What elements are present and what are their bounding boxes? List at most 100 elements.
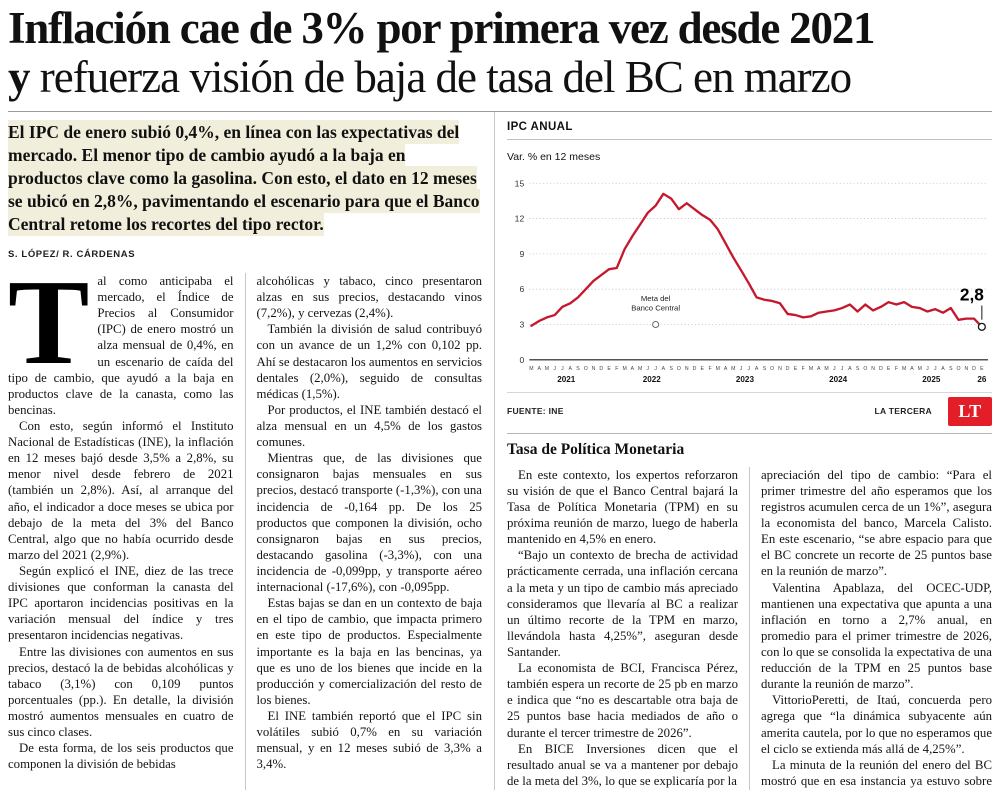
paragraph: alcohólicas y tabaco, cinco presentaron … [256,274,483,321]
month-tick-label: E [980,366,984,372]
month-tick-label: J [748,366,751,372]
month-tick-label: O [770,366,774,372]
paragraph: Estas bajas se dan en un contexto de baj… [256,596,483,707]
year-tick-label: 2023 [736,375,755,384]
month-tick-label: N [685,366,689,372]
paragraph: En BICE Inversiones dicen que el resulta… [507,741,738,788]
month-tick-label: J [926,366,929,372]
month-tick-label: N [778,366,782,372]
article-column-2: alcohólicas y tabaco, cinco presentaron … [244,273,483,790]
month-tick-label: A [910,366,914,372]
chart-panel: IPC ANUAL Var. % en 12 meses 0 3 6 9 12 15 M A M… [507,118,992,426]
byline: S. LÓPEZ/ R. CÁRDENAS [8,249,136,261]
paragraph: “Bajo un contexto de brecha de actividad… [507,548,738,660]
month-tick-label: M [902,366,906,372]
y-tick-label: 0 [519,354,524,364]
headline-divider [8,110,992,112]
month-tick-label: A [568,366,572,372]
month-tick-label: M [622,366,626,372]
month-tick-label: J [833,366,836,372]
paragraph: La economista de BCI, Francisca Pérez, t… [507,661,738,740]
month-tick-label: J [647,366,650,372]
month-tick-label: N [964,366,968,372]
month-tick-label: M [638,366,642,372]
month-tick-label: A [755,366,759,372]
month-tick-label: N [871,366,875,372]
paragraph: apreciación del tipo de cambio: “Para el… [761,467,992,579]
year-tick-label: 26 [977,375,987,384]
year-tick-label: 2024 [829,375,848,384]
y-tick-label: 9 [519,249,524,259]
chart-subtitle: Var. % en 12 meses [507,150,601,163]
month-tick-label: D [972,366,976,372]
month-tick-label: E [887,366,891,372]
month-tick-label: J [841,366,844,372]
month-tick-label: N [592,366,596,372]
headline-line2: y refuerza visión de baja de tasa del BC… [8,51,992,102]
lede-text: El IPC de enero subió 0,4%, en línea con… [8,119,480,236]
y-tick-label: 15 [515,178,525,188]
paragraph: Entre las divisiones con aumentos en sus… [8,644,234,740]
month-tick-label: A [817,366,821,372]
month-tick-label: A [941,366,945,372]
section-divider [507,432,992,434]
paragraph: El INE también reportó que el IPC sin vo… [256,709,483,772]
month-tick-label: O [677,366,681,372]
lede: El IPC de enero subió 0,4%, en línea con… [8,119,482,236]
chart-title-divider [507,138,992,140]
section-title: Tasa de Política Monetaria [507,440,685,458]
month-tick-label: S [949,366,953,372]
paragraph: Con esto, según informó el Instituto Nac… [8,419,234,562]
month-tick-label: S [576,366,580,372]
y-tick-label: 6 [519,284,524,294]
paragraph: Mientras que, de las divisiones que cons… [256,451,483,595]
headline-line2-rest: refuerza visión de baja de tasa del BC e… [29,51,852,102]
y-tick-label: 12 [515,213,525,223]
drop-cap: T [8,273,90,391]
month-tick-label: F [708,366,711,372]
month-tick-label: A [724,366,728,372]
body-columns-right: En este contexto, los expertos reforzaro… [507,466,992,790]
month-tick-label: M [809,366,813,372]
month-tick-label: A [537,366,541,372]
end-value-label: 2,8 [960,284,984,304]
month-tick-label: O [863,366,867,372]
paragraph: Según explicó el INE, diez de las trece … [8,564,234,643]
month-tick-label: O [584,366,588,372]
year-tick-label: 2025 [922,375,941,384]
paragraph: De esta forma, de los seis productos que… [8,741,234,772]
month-tick-label: M [824,366,828,372]
chart-credit: LA TERCERA [874,406,932,417]
headline: Inflación cae de 3% por primera vez desd… [8,5,992,102]
month-tick-label: J [561,366,564,372]
month-tick-label: F [802,366,805,372]
month-tick-label: E [607,366,611,372]
month-tick-label: M [529,366,533,372]
paragraph: En este contexto, los expertos reforzaro… [507,467,738,547]
article-content: El IPC de enero subió 0,4%, en línea con… [8,111,992,790]
month-tick-label: E [794,366,798,372]
article-column-4: apreciación del tipo de cambio: “Para el… [749,466,992,790]
ipc-line [530,192,984,328]
month-tick-label: D [599,366,603,372]
paragraph-text: al como anticipaba el mercado, el Índice… [8,274,234,417]
month-tick-label: D [879,366,883,372]
right-section: IPC ANUAL Var. % en 12 meses 0 3 6 9 12 15 M A M… [495,112,992,790]
month-tick-label: S [669,366,673,372]
chart-footer: FUENTE: INE LA TERCERA LT [507,391,992,426]
year-tick-label: 2022 [643,375,662,384]
end-marker [977,322,986,331]
paragraph: La minuta de la reunión del enero del BC… [761,757,992,788]
month-tick-label: J [934,366,937,372]
month-tick-label: J [553,366,556,372]
month-tick-label: M [545,366,549,372]
month-tick-label: O [957,366,961,372]
paragraph: VittorioPeretti, de Itaú, concuerda pero… [761,693,992,756]
month-tick-label: A [848,366,852,372]
month-tick-label: E [700,366,704,372]
